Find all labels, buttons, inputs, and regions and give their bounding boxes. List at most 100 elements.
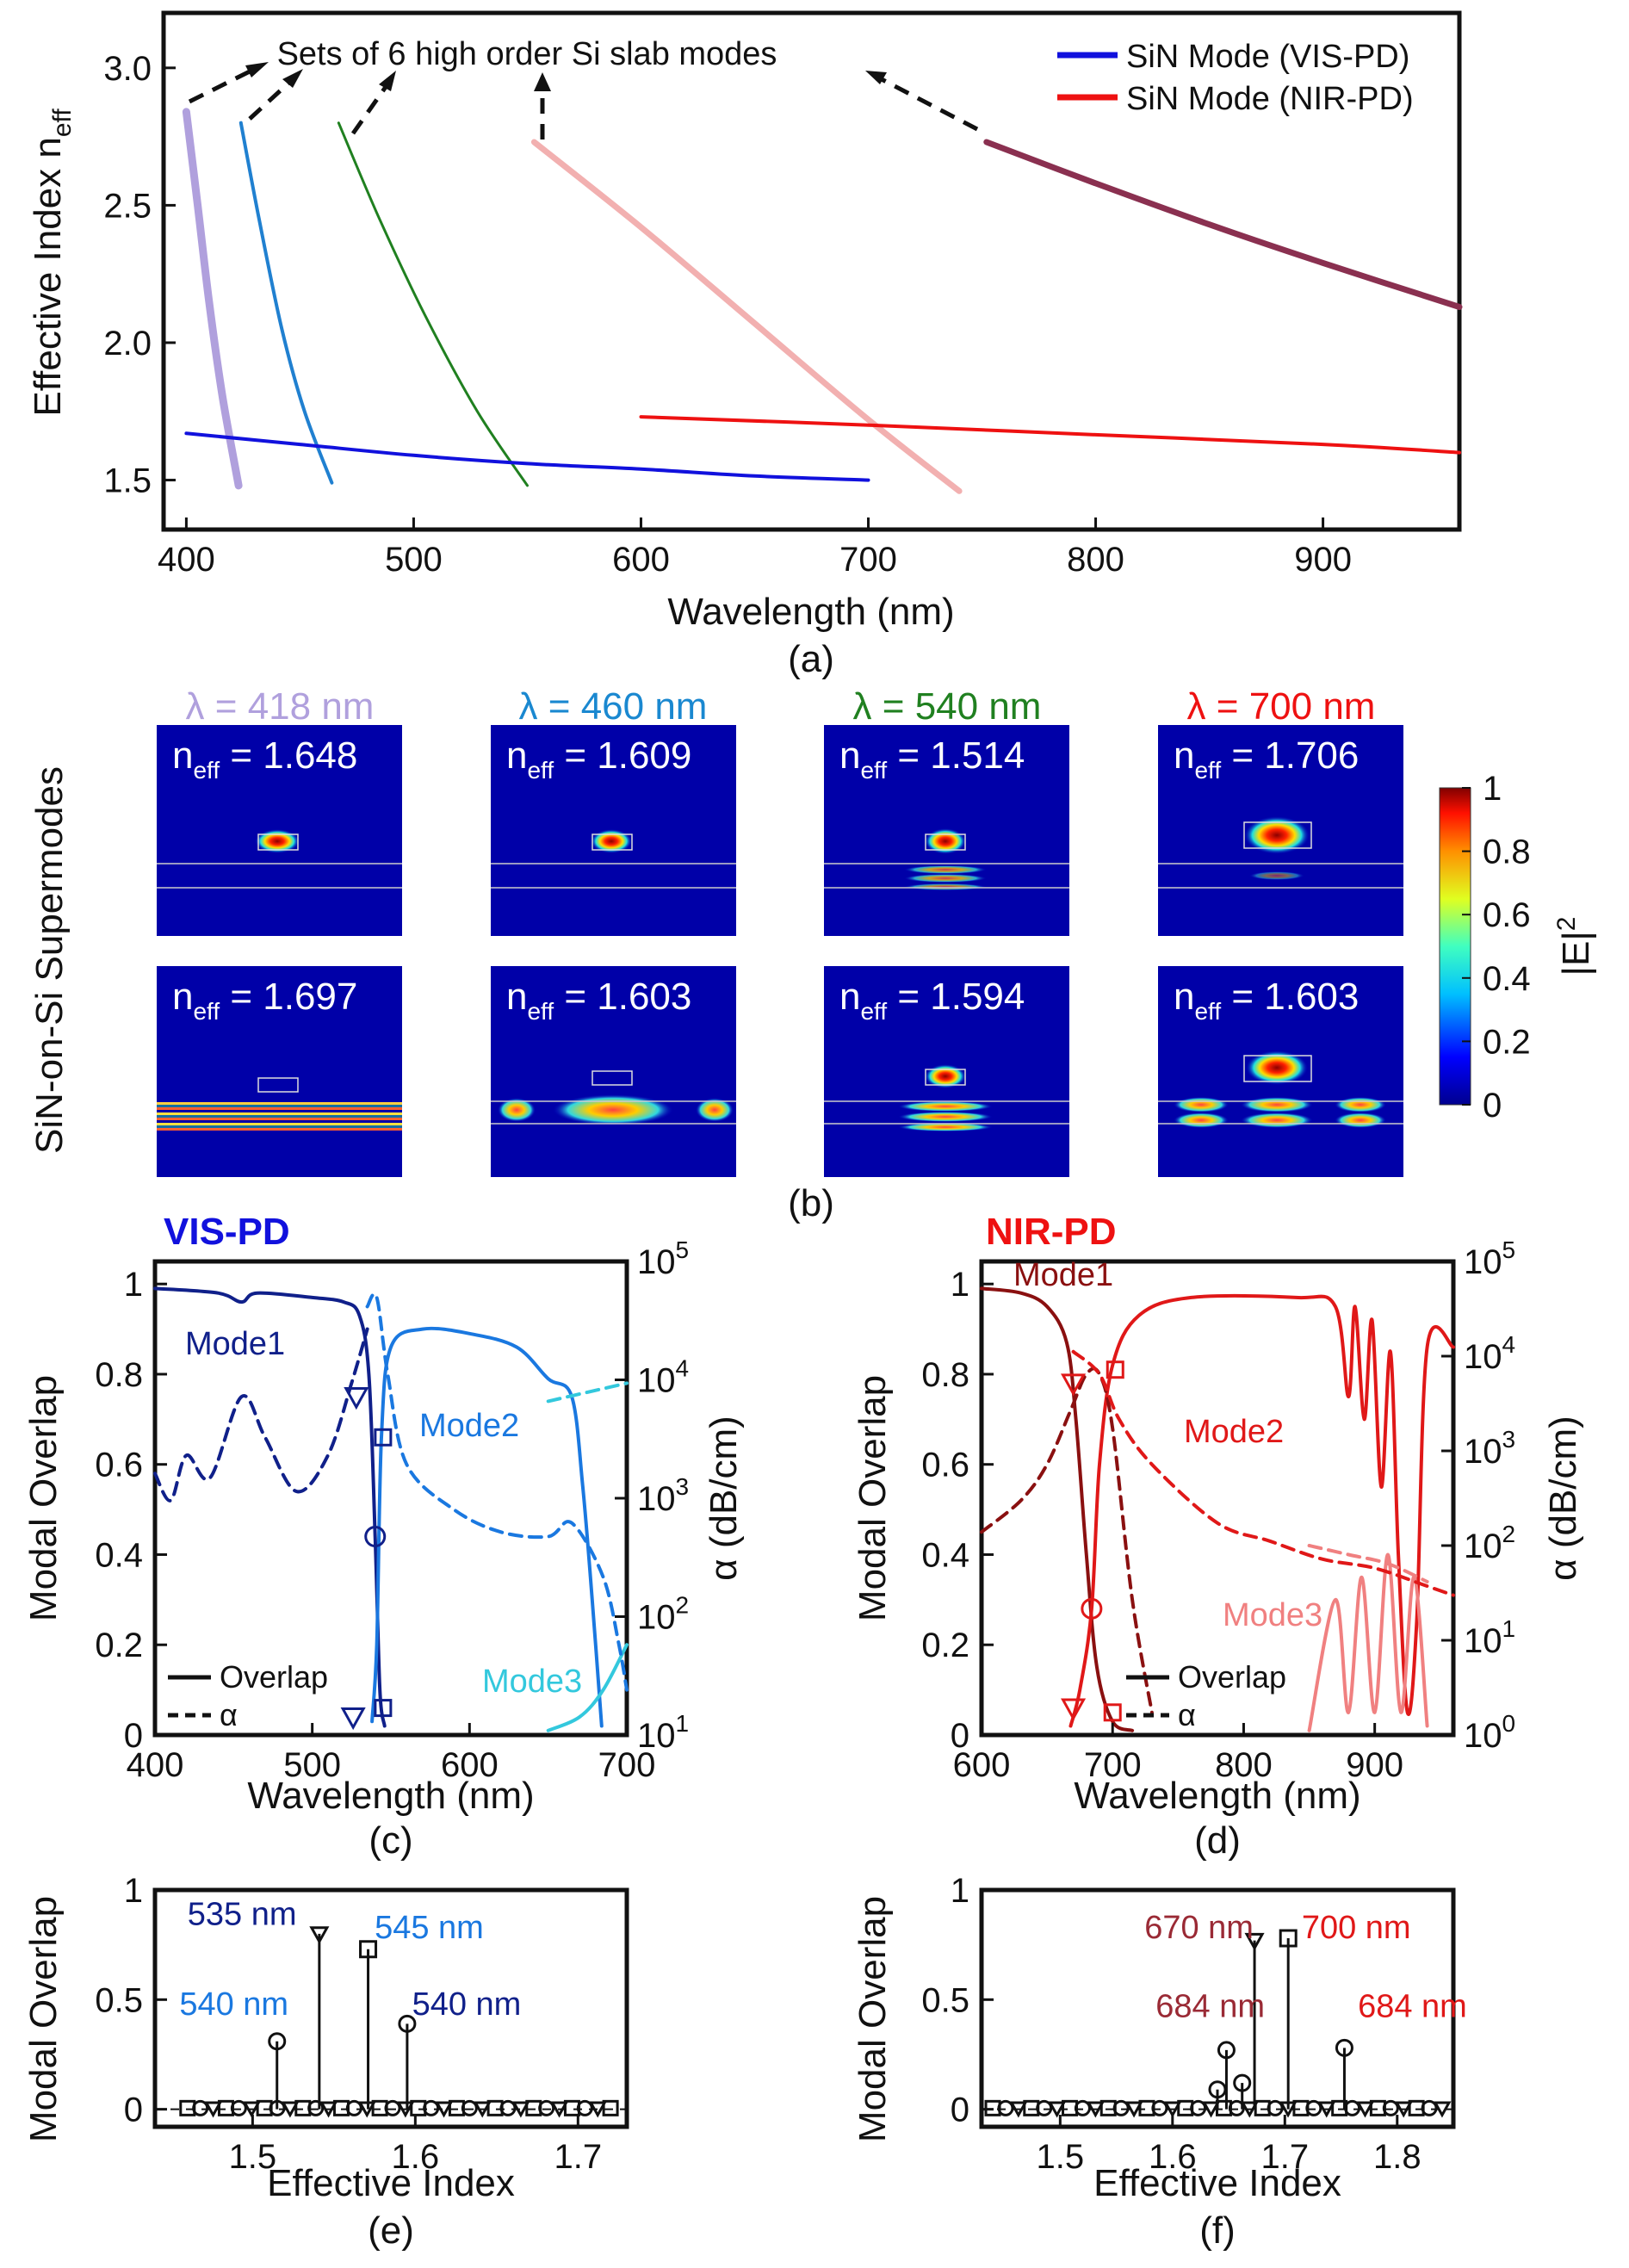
c-ytick-r-label-0: 101: [637, 1710, 689, 1755]
y-axis-label-d: Modal Overlap: [852, 1375, 894, 1621]
e-base-marker-2: [204, 2101, 223, 2118]
f-base-marker-14: [1163, 2101, 1182, 2118]
plot-area-d: [980, 1286, 1455, 1732]
d-series-0: [980, 1286, 1135, 1732]
d-marker-square-bottom: [1103, 1703, 1122, 1722]
a-xtick-label-5: 900: [1294, 541, 1352, 579]
f-base-marker-13: [1151, 2099, 1168, 2116]
mode-map-540-bottom: neff = 1.594: [824, 966, 1069, 1177]
f-base-marker-25: [1305, 2099, 1322, 2116]
a-xtick-label-0: 400: [158, 541, 215, 579]
f-base-marker-5: [1048, 2101, 1067, 2118]
e-ytick-label-1: 0.5: [95, 1981, 143, 2019]
mode3-label-d: Mode3: [1223, 1597, 1322, 1633]
f-ytick-label-1: 0.5: [921, 1981, 969, 2019]
svg-text:neff = 1.594: neff = 1.594: [839, 976, 1025, 1025]
c-ytick-r-label-2: 103: [637, 1473, 689, 1518]
c-xtick-label-0: 400: [127, 1746, 184, 1784]
f-base-marker-19: [1228, 2099, 1245, 2116]
mode-map-700-bottom: neff = 1.603: [1158, 966, 1403, 1177]
d-marker-tri-top: [1061, 1373, 1087, 1397]
d-ytick-label-4: 0.8: [921, 1356, 969, 1394]
mode2-label-d: Mode2: [1184, 1414, 1284, 1450]
legend-c: Overlap α: [168, 1659, 328, 1732]
d-xtick-label-2: 800: [1215, 1746, 1273, 1784]
d-series-5: [1307, 1544, 1429, 1583]
d-ytick-label-0: 0: [951, 1717, 969, 1755]
c-ytick-label-5: 1: [124, 1266, 143, 1304]
e-xtick-label-0: 1.5: [229, 2138, 277, 2176]
f-base-marker-20: [1240, 2101, 1259, 2118]
svg-text:neff = 1.609: neff = 1.609: [506, 734, 691, 784]
d-ytick-label-2: 0.4: [921, 1536, 969, 1574]
f-base-marker-35: [1433, 2101, 1452, 2118]
c-series-5: [546, 1381, 629, 1404]
f-base-marker-11: [1124, 2101, 1143, 2118]
f-base-marker-7: [1074, 2099, 1091, 2116]
f-stem-marker-0: [1217, 2041, 1236, 2060]
a-ytick-label-1: 2.0: [103, 325, 152, 363]
col-title-540: λ = 540 nm: [853, 685, 1042, 728]
col-title-700: λ = 700 nm: [1187, 685, 1376, 728]
c-series-2: [546, 1643, 629, 1732]
axes-frame-a: [161, 10, 1462, 532]
y-axis-label-e: Modal Overlap: [22, 1896, 65, 2142]
e-base-marker-16: [384, 2099, 401, 2116]
e-base-marker-22: [461, 2099, 478, 2116]
mode-map-418-bottom: neff = 1.697: [157, 966, 402, 1177]
colorbar: 0 0.2 0.4 0.6 0.8 1 |E|2: [1439, 770, 1597, 1125]
f-base-marker-4: [1036, 2099, 1053, 2116]
c-series-4: [365, 1292, 629, 1692]
e-base-marker-20: [435, 2101, 454, 2118]
panel-d: NIR-PD 600 700 800 900 00.20.40.60.81 10010…: [852, 1211, 1584, 1862]
mode-map-418-top: neff = 1.648: [157, 725, 402, 936]
mode-map-460-bottom: neff = 1.603: [491, 966, 736, 1177]
f-annotation-2: 684 nm: [1155, 1989, 1265, 2025]
y-ticks-right-d: 100 101 102 103 104 105: [1441, 1236, 1515, 1755]
d-ytick-label-1: 0.2: [921, 1627, 969, 1664]
y-axis-label-a: Effective Index neff: [27, 108, 77, 417]
panel-title-c: VIS-PD: [164, 1211, 290, 1253]
d-series-3: [980, 1366, 1154, 1714]
legend-label-vis: SiN Mode (VIS-PD): [1126, 39, 1409, 75]
c-ytick-r-label-1: 102: [637, 1592, 689, 1637]
y-ticks-d: 0 0.2 0.4 0.6 0.8 1: [921, 1266, 994, 1755]
panel-c: VIS-PD 400 500 600 700 00.20.40.60.81 10110…: [22, 1211, 745, 1862]
c-series-1: [370, 1326, 604, 1728]
x-ticks-d: 600 700 800 900: [953, 1723, 1403, 1784]
f-xtick-label-1: 1.6: [1149, 2138, 1197, 2176]
legend-d: Overlap α: [1126, 1659, 1286, 1732]
d-marker-circle: [1081, 1597, 1103, 1620]
caption-a: (a): [788, 638, 834, 680]
a-xtick-label-2: 600: [612, 541, 670, 579]
d-ytick-r-label-5: 105: [1464, 1236, 1515, 1281]
mode-map-700-top: neff = 1.706: [1158, 725, 1403, 936]
x-axis-label-d: Wavelength (nm): [1074, 1775, 1360, 1817]
col-title-460: λ = 460 nm: [519, 685, 708, 728]
neff-value-460-bottom: 1.603: [597, 976, 691, 1018]
x-axis-label-a: Wavelength (nm): [667, 591, 954, 633]
e-xtick-label-2: 1.7: [554, 2138, 603, 2176]
x-ticks-f: 1.5 1.6 1.7 1.8: [1037, 2115, 1422, 2176]
e-annotation-0: 535 nm: [188, 1897, 297, 1933]
x-ticks-c: 400 500 600 700: [127, 1723, 655, 1784]
c-ytick-label-0: 0: [124, 1717, 143, 1755]
f-annotation-0: 670 nm: [1144, 1910, 1254, 1946]
e-base-marker-8: [281, 2101, 300, 2118]
a-series-6: [639, 415, 1461, 455]
f-xtick-label-3: 1.8: [1373, 2138, 1422, 2176]
neff-value-418-top: 1.648: [263, 734, 357, 777]
annotation-arrows: [188, 62, 979, 139]
f-base-marker-10: [1112, 2099, 1130, 2116]
c-marker-tri-bottom: [340, 1707, 366, 1731]
d-xtick-label-0: 600: [953, 1746, 1011, 1784]
f-base-marker-31: [1382, 2099, 1399, 2116]
legend-alpha-d: α: [1178, 1697, 1196, 1732]
panel-b: SiN-on-Si Supermodes λ = 418 nm λ = 460 …: [28, 685, 1597, 1224]
y-axis-label-c: Modal Overlap: [22, 1375, 65, 1621]
panel-a: 400 500 600 700 800 900 1.5 2.0 2.5 3.0 Waveleng…: [27, 10, 1463, 680]
y-axis-label-right-d: α (dB/cm): [1542, 1416, 1584, 1581]
colorbar-tick-label-5: 1: [1483, 770, 1502, 808]
